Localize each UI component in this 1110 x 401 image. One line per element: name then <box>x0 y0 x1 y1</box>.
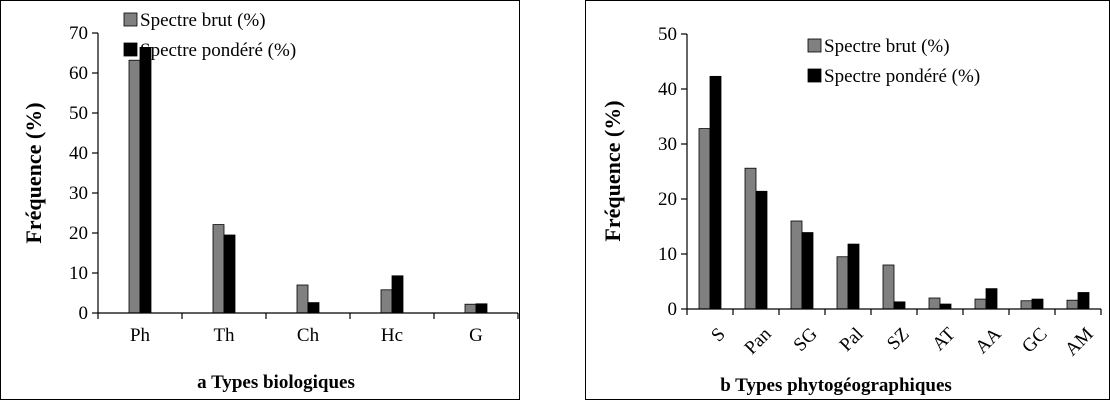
chart-b-y-tick-label: 20 <box>658 189 677 210</box>
chart-a-y-tick-label: 50 <box>69 103 88 124</box>
chart-a-bar-pondere-g <box>475 303 488 314</box>
chart-a-x-tick-label: Hc <box>381 325 403 346</box>
chart-b-x-tick-label: SG <box>790 324 822 356</box>
chart-a-y-tick-label: 10 <box>69 263 88 284</box>
chart-b-bar-pondere-sz <box>893 301 906 310</box>
chart-b-x-tick-label: Pal <box>836 324 868 356</box>
chart-a-bar-pondere-th <box>223 234 236 314</box>
chart-a-y-tick-label: 20 <box>69 223 88 244</box>
chart-a-legend-label-pondere: Spectre pondéré (%) <box>140 40 296 61</box>
chart-b-bar-brut-gc <box>1020 300 1033 310</box>
chart-a-y-tick-label: 60 <box>69 63 88 84</box>
chart-a-bar-brut-g <box>464 303 477 314</box>
chart-a-legend-label-brut: Spectre brut (%) <box>140 10 266 31</box>
chart-panel-a: 0 10 20 30 40 50 60 70 Ph Th Ch Hc G Fréquence (%) a… <box>0 0 520 400</box>
chart-a-axes: 0 10 20 30 40 50 60 70 Ph Th Ch Hc G <box>69 23 519 346</box>
chart-b-x-tick-label: S <box>707 324 729 346</box>
chart-b-bar-brut-pal <box>836 256 849 310</box>
chart-b-legend-swatch-pondere <box>807 68 822 83</box>
chart-a-x-tick-label: Ph <box>130 325 151 346</box>
chart-b-bar-brut-am <box>1066 299 1079 310</box>
chart-a-x-tick-label: G <box>469 325 483 346</box>
chart-a-xlabel: a Types biologiques <box>197 372 355 393</box>
chart-a-x-tick-label: Ch <box>297 325 320 346</box>
chart-a-y-tick-label: 0 <box>79 303 89 324</box>
chart-b-x-tick-label: AA <box>971 324 1005 358</box>
chart-b-bar-brut-pan <box>744 167 757 310</box>
chart-a-y-tick-label: 70 <box>69 23 88 44</box>
chart-a-bar-brut-hc <box>380 289 393 314</box>
chart-b-legend-label-brut: Spectre brut (%) <box>824 36 950 57</box>
chart-a-y-tick-label: 40 <box>69 143 88 164</box>
chart-b-bar-pondere-am <box>1077 292 1090 310</box>
chart-b-legend: Spectre brut (%) Spectre pondéré (%) <box>807 36 980 87</box>
chart-b-bar-brut-aa <box>974 298 987 310</box>
chart-a-bar-pondere-ch <box>307 302 320 314</box>
chart-b-bar-pondere-pal <box>847 243 860 310</box>
chart-b-bar-pondere-pan <box>755 190 768 310</box>
chart-a-bar-brut-ph <box>128 59 141 314</box>
chart-a-legend: Spectre brut (%) Spectre pondéré (%) <box>123 10 296 61</box>
chart-b-legend-label-pondere: Spectre pondéré (%) <box>824 66 980 87</box>
chart-panel-b: 0 10 20 30 40 50 S Pan SG Pal SZ AT AA GC AM Fréquence… <box>585 0 1110 400</box>
chart-b-bars <box>698 75 1090 310</box>
chart-b-y-tick-label: 50 <box>658 24 677 45</box>
chart-a-bar-pondere-ph <box>139 47 152 314</box>
chart-b-svg: 0 10 20 30 40 50 S Pan SG Pal SZ AT AA GC AM Fréquence… <box>600 24 1102 396</box>
chart-b-bar-pondere-sg <box>801 232 814 310</box>
chart-b-legend-swatch-brut <box>807 38 822 53</box>
chart-b-bar-brut-at <box>928 297 941 310</box>
chart-a-bar-pondere-hc <box>391 275 404 314</box>
chart-b-x-tick-label: SZ <box>883 324 914 355</box>
chart-a-ylabel: Fréquence (%) <box>21 102 46 243</box>
chart-b-x-tick-label: Pan <box>741 323 776 358</box>
chart-b-x-tick-label: AM <box>1061 324 1098 361</box>
chart-b-y-tick-label: 40 <box>658 79 677 100</box>
chart-b-y-tick-label: 10 <box>658 244 677 265</box>
chart-a-svg: 0 10 20 30 40 50 60 70 Ph Th Ch Hc G Fréquence (%) a… <box>21 10 519 393</box>
chart-b-xlabel: b Types phytogéographiques <box>720 375 952 396</box>
chart-b-ylabel: Fréquence (%) <box>600 100 625 241</box>
chart-b-x-tick-label: AT <box>928 324 960 356</box>
chart-a-legend-swatch-brut <box>123 12 138 27</box>
chart-a-bar-brut-th <box>212 224 225 314</box>
chart-a-bars <box>128 47 488 314</box>
chart-b-bar-pondere-at <box>939 303 952 310</box>
chart-b-bar-brut-s <box>698 128 711 310</box>
chart-a-x-tick-label: Th <box>213 325 235 346</box>
chart-b-bar-pondere-gc <box>1031 298 1044 310</box>
chart-b-y-tick-label: 0 <box>668 299 678 320</box>
chart-b-bar-pondere-aa <box>985 288 998 310</box>
chart-b-bar-brut-sg <box>790 220 803 310</box>
chart-b-y-tick-label: 30 <box>658 134 677 155</box>
chart-b-x-tick-label: GC <box>1018 324 1052 358</box>
chart-b-bar-pondere-s <box>709 75 722 310</box>
chart-b-bar-brut-sz <box>882 264 895 310</box>
chart-a-bar-brut-ch <box>296 284 309 314</box>
chart-a-y-tick-label: 30 <box>69 183 88 204</box>
chart-a-legend-swatch-pondere <box>123 42 138 57</box>
